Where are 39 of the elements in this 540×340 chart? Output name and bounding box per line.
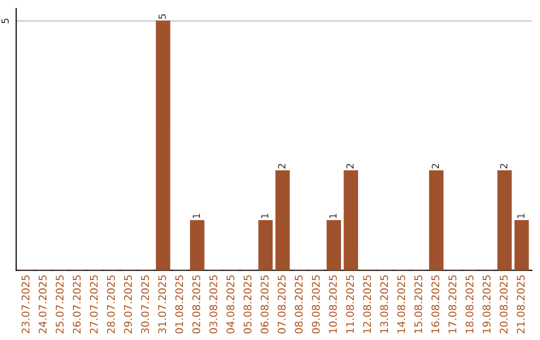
data-label: 1 — [517, 214, 524, 218]
data-label: 2 — [432, 164, 439, 168]
x-tick-label: 19.08.2025 — [482, 275, 491, 333]
x-tick-label: 09.08.2025 — [312, 275, 320, 334]
x-tick-label: 02.08.2025 — [192, 275, 200, 334]
x-tick-label: 11.08.2025 — [346, 275, 354, 333]
x-tick-label: 16.08.2025 — [431, 275, 440, 333]
x-tick-label: 01.08.2025 — [175, 275, 184, 334]
data-label: 1 — [329, 214, 336, 218]
data-label: 5 — [158, 14, 166, 19]
data-label: 2 — [278, 164, 286, 168]
x-tick-label: 14.08.2025 — [397, 275, 406, 333]
x-tick-label: 13.08.2025 — [380, 275, 388, 333]
x-tick-label: 10.08.2025 — [328, 275, 337, 333]
x-tick-label: 07.08.2025 — [278, 275, 286, 334]
x-tick-label: 29.07.2025 — [124, 275, 132, 334]
x-tick-label: 20.08.2025 — [500, 275, 508, 334]
x-tick-label: 23.07.2025 — [22, 275, 30, 334]
x-tick-label: 17.08.2025 — [448, 275, 456, 333]
x-tick-label: 04.08.2025 — [226, 275, 234, 334]
data-label: 1 — [261, 214, 268, 218]
data-label: 1 — [192, 214, 200, 218]
x-tick-label: 08.08.2025 — [294, 275, 303, 334]
x-tick-label: 26.07.2025 — [72, 275, 81, 334]
x-tick-label: 05.08.2025 — [244, 275, 252, 334]
x-tick-label: 12.08.2025 — [363, 275, 371, 333]
x-tick-label: 15.08.2025 — [414, 275, 422, 333]
x-tick-label: 27.07.2025 — [90, 275, 98, 334]
x-tick-label: 25.07.2025 — [56, 275, 64, 334]
x-tick-label: 03.08.2025 — [209, 275, 218, 334]
x-tick-label: 28.07.2025 — [106, 275, 115, 334]
x-tick-label: 31.07.2025 — [158, 275, 166, 334]
x-tick-label: 24.07.2025 — [38, 275, 47, 334]
data-label: 2 — [500, 164, 508, 168]
x-tick-label: 21.08.2025 — [516, 275, 525, 334]
x-tick-label: 30.07.2025 — [141, 275, 149, 334]
x-tick-label: 18.08.2025 — [466, 275, 474, 333]
x-tick-label: 06.08.2025 — [260, 275, 269, 334]
data-label: 2 — [346, 164, 354, 168]
